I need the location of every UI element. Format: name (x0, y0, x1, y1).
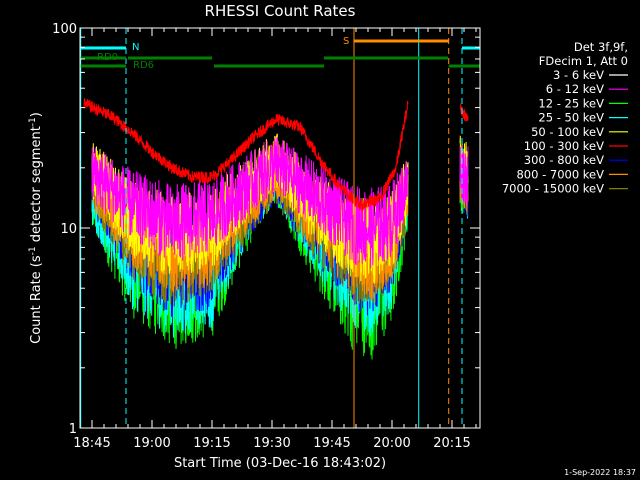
x-tick-label: 19:00 (133, 436, 170, 451)
footer-date: 1-Sep-2022 18:37 (564, 468, 636, 477)
x-axis-label: Start Time (03-Dec-16 18:43:02) (174, 456, 386, 471)
series-line-6-12-kev (91, 136, 469, 269)
y-tick-label: 10 (60, 222, 77, 237)
axis-ticks: 18:45 19:00 19:15 19:30 19:45 20:00 20:15 1 10 10… (52, 22, 480, 451)
y-tick-label: 1 (69, 422, 77, 437)
chart-title: RHESSI Count Rates (205, 2, 356, 20)
legend-entry-label: 800 - 7000 keV (516, 167, 604, 181)
status-bar-label-n: N (132, 42, 139, 53)
series-line-3-6-kev (91, 88, 469, 145)
x-tick-label: 19:30 (253, 436, 290, 451)
x-tick-label: 20:00 (373, 436, 410, 451)
legend-entry-label: 25 - 50 keV (538, 111, 604, 125)
status-bar-label-rd6: RD6 (133, 60, 154, 71)
plot-area: N RD0 RD6 S (80, 28, 480, 428)
legend-entry-label: 300 - 800 keV (524, 153, 604, 167)
legend-entry-label: 3 - 6 keV (553, 68, 604, 82)
x-tick-label: 20:15 (433, 436, 470, 451)
legend-entry-label: 100 - 300 keV (524, 139, 604, 153)
y-axis-label: Count Rate (s-1 detector segment-1) (28, 112, 44, 344)
legend-header-2: FDecim 1, Att 0 (539, 54, 628, 68)
x-tick-label: 19:45 (313, 436, 350, 451)
x-tick-label: 19:15 (193, 436, 230, 451)
status-bar-label-s: S (343, 36, 349, 47)
legend-entry-label: 7000 - 15000 keV (502, 182, 604, 196)
y-tick-label: 100 (52, 22, 77, 37)
status-bar-label-rd0: RD0 (97, 52, 118, 63)
legend-entry-label: 50 - 100 keV (531, 125, 604, 139)
legend-entry-label: 6 - 12 keV (546, 82, 604, 96)
x-tick-label: 18:45 (73, 436, 110, 451)
legend-header-1: Det 3f,9f, (574, 40, 628, 54)
legend-entry-label: 12 - 25 keV (538, 96, 604, 110)
